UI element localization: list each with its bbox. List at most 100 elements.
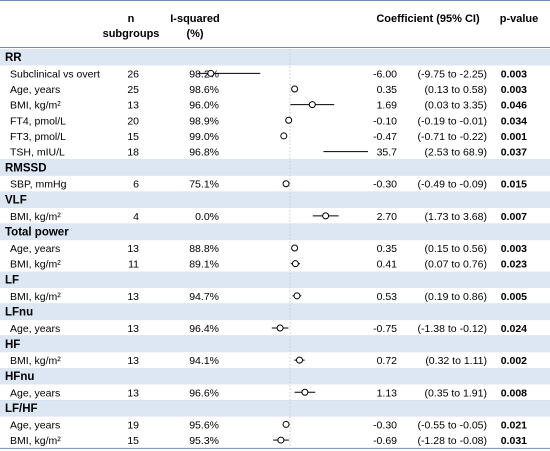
row-p-value: 0.008	[501, 387, 527, 399]
row-n: 26	[127, 68, 139, 80]
row-i-squared: 94.1%	[189, 355, 219, 367]
group-label: RMSSD	[5, 162, 47, 174]
row-n: 20	[127, 115, 139, 127]
row-ci: (0.13 to 0.58)	[425, 84, 487, 96]
point-estimate	[291, 260, 299, 268]
row-coefficient: 35.7	[377, 147, 398, 159]
row-n: 4	[133, 211, 139, 223]
point-estimate	[291, 244, 299, 252]
row-ci: (-1.28 to -0.08)	[418, 435, 487, 447]
row-ci: (0.35 to 1.91)	[425, 387, 487, 399]
point-estimate	[308, 101, 316, 109]
point-estimate	[277, 436, 285, 444]
row-p-value: 0.007	[501, 211, 527, 223]
row-n: 13	[127, 243, 139, 255]
row-ci: (-1.38 to -0.12)	[418, 323, 487, 335]
row-i-squared: 95.3%	[189, 435, 219, 447]
row-coefficient: -0.47	[373, 131, 397, 143]
row-ci: (0.32 to 1.11)	[425, 355, 487, 367]
row-p-value: 0.034	[501, 115, 527, 127]
point-estimate	[276, 324, 284, 332]
row-label: FT3, pmol/L	[10, 131, 66, 143]
point-estimate	[282, 180, 290, 188]
row-coefficient: -0.30	[373, 179, 397, 191]
row-i-squared: 98.2%	[189, 68, 219, 80]
header-n-subgroups: n subgroups	[102, 13, 160, 40]
header-coefficient: Coefficient (95% CI)	[376, 13, 480, 25]
row-label: BMI, kg/m²	[10, 355, 61, 367]
row-p-value: 0.001	[501, 131, 527, 143]
row-p-value: 0.003	[501, 243, 527, 255]
header-p-value: p-value	[499, 13, 539, 25]
point-estimate	[280, 132, 288, 140]
row-i-squared: 95.6%	[189, 419, 219, 431]
point-estimate	[282, 420, 290, 428]
row-n: 13	[127, 323, 139, 335]
row-i-squared: 88.8%	[189, 243, 219, 255]
row-label: Age, years	[10, 419, 60, 431]
row-label: BMI, kg/m²	[10, 100, 61, 112]
row-label: Subclinical vs overt	[10, 68, 100, 80]
row-ci: (0.15 to 0.56)	[425, 243, 487, 255]
point-estimate	[301, 388, 309, 396]
row-p-value: 0.015	[501, 179, 527, 191]
point-estimate	[285, 116, 293, 124]
row-label: Age, years	[10, 387, 60, 399]
row-i-squared: 0.0%	[195, 211, 219, 223]
row-i-squared: 89.1%	[189, 259, 219, 271]
row-p-value: 0.024	[501, 323, 527, 335]
group-header-band	[0, 367, 550, 385]
point-estimate	[296, 356, 304, 364]
row-i-squared: 99.0%	[189, 131, 219, 143]
group-header-band	[0, 49, 550, 66]
row-coefficient: 0.41	[377, 259, 398, 271]
row-ci: (0.03 to 3.35)	[425, 100, 487, 112]
row-n: 13	[127, 387, 139, 399]
row-coefficient: 0.35	[377, 243, 398, 255]
group-header-band	[0, 271, 550, 288]
group-label: RR	[5, 52, 22, 64]
row-n: 13	[127, 100, 139, 112]
row-ci: (-9.75 to -2.25)	[418, 68, 487, 80]
row-coefficient: 0.53	[377, 291, 398, 303]
group-header-band	[0, 159, 550, 176]
row-label: BMI, kg/m²	[10, 259, 61, 271]
row-label: Age, years	[10, 243, 60, 255]
group-label: HF	[5, 339, 20, 351]
row-p-value: 0.021	[501, 419, 527, 431]
row-label: FT4, pmol/L	[10, 115, 66, 127]
point-estimate	[291, 85, 299, 93]
row-ci: (-0.71 to -0.22)	[418, 131, 487, 143]
group-label: HFnu	[5, 371, 34, 383]
row-i-squared: 98.6%	[189, 84, 219, 96]
group-label: Total power	[5, 227, 69, 239]
row-i-squared: 96.0%	[189, 100, 219, 112]
row-p-value: 0.005	[501, 291, 527, 303]
row-n: 15	[127, 435, 139, 447]
row-coefficient: 1.69	[377, 100, 398, 112]
row-n: 25	[127, 84, 139, 96]
row-p-value: 0.037	[501, 147, 527, 159]
row-n: 11	[128, 259, 139, 271]
group-label: LFnu	[5, 307, 33, 319]
row-label: BMI, kg/m²	[10, 435, 61, 447]
group-header-band	[0, 191, 550, 209]
row-p-value: 0.023	[501, 259, 527, 271]
row-i-squared: 98.9%	[189, 115, 219, 127]
row-p-value: 0.031	[501, 435, 527, 447]
row-ci: (0.07 to 0.76)	[425, 259, 487, 271]
row-n: 13	[127, 291, 139, 303]
row-n: 19	[127, 419, 139, 431]
row-p-value: 0.003	[501, 68, 527, 80]
row-i-squared: 96.6%	[189, 387, 219, 399]
row-label: SBP, mmHg	[10, 179, 67, 191]
row-label: BMI, kg/m²	[10, 211, 61, 223]
row-p-value: 0.003	[501, 84, 527, 96]
row-coefficient: -0.69	[373, 435, 397, 447]
row-label: BMI, kg/m²	[10, 291, 61, 303]
row-coefficient: 0.35	[377, 84, 398, 96]
row-i-squared: 75.1%	[189, 179, 219, 191]
point-estimate	[293, 292, 301, 300]
row-n: 13	[127, 355, 139, 367]
